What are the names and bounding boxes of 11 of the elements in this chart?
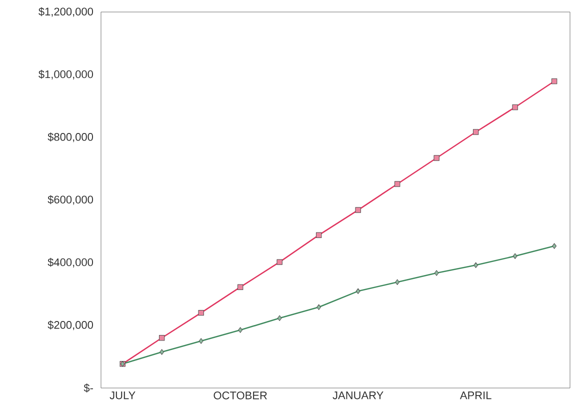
x-tick-label: JANUARY: [332, 392, 384, 400]
y-tick-label: $600,000: [48, 195, 94, 205]
x-tick-label: APRIL: [460, 392, 492, 400]
y-tick-label: $200,000: [48, 320, 94, 330]
y-tick-label: $-: [84, 384, 93, 392]
y-tick-label: $1,200,000: [38, 7, 94, 17]
x-tick-label: JULY: [110, 392, 136, 400]
y-tick-label: $800,000: [48, 132, 94, 142]
y-tick-label: $1,000,000: [38, 70, 94, 80]
y-tick-label: $400,000: [48, 258, 94, 268]
x-tick-label: OCTOBER: [214, 392, 267, 400]
